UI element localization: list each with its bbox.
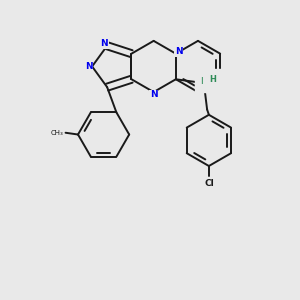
Text: N: N — [85, 62, 92, 71]
Text: N: N — [175, 47, 182, 56]
Text: N: N — [150, 90, 158, 99]
Text: N: N — [200, 77, 208, 86]
Text: H: H — [209, 75, 216, 84]
Text: Cl: Cl — [204, 179, 214, 188]
Text: N: N — [100, 39, 108, 48]
Text: CH₃: CH₃ — [51, 130, 64, 136]
